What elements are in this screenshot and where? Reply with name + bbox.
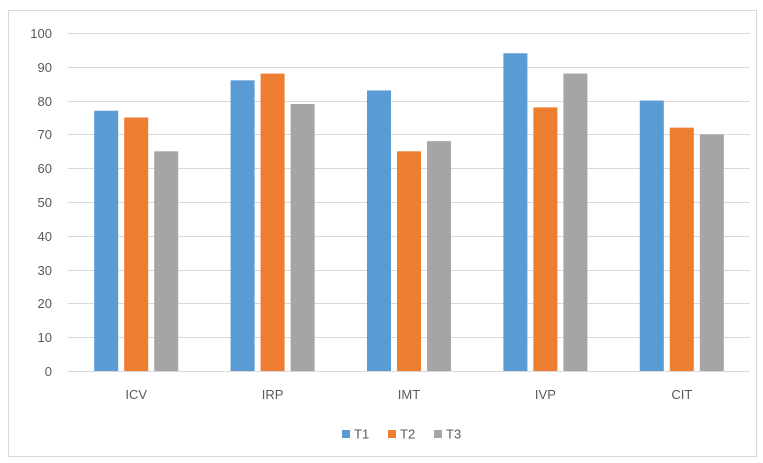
x-axis-tick-labels: ICV IRP IMT IVP CIT [125,387,692,402]
bar-T3-IRP [290,103,315,371]
y-tick-label-20: 20 [38,296,52,311]
bar-T1-IRP [230,80,255,371]
y-tick-label-90: 90 [38,60,52,75]
bar-T1-ICV [94,110,119,372]
bar-T3-CIT [699,134,724,371]
bar-T3-IMT [427,141,451,371]
y-tick-label-50: 50 [38,195,52,210]
bar-T2-IVP [533,107,558,372]
bar-T2-ICV [124,117,149,371]
y-tick-label-0: 0 [45,364,52,379]
legend-swatch-T1 [342,430,350,438]
x-tick-label-ICV: ICV [125,387,147,402]
y-tick-label-70: 70 [38,127,52,142]
bar-T3-IVP [563,73,588,371]
legend-label-T3: T3 [446,427,461,442]
bar-T3-ICV [154,151,179,371]
x-tick-label-IMT: IMT [398,387,420,402]
bar-T2-CIT [669,127,694,371]
bar-T2-IMT [397,151,421,371]
x-tick-label-IVP: IVP [535,387,556,402]
legend-label-T2: T2 [400,427,415,442]
bar-T2-IRP [260,73,285,371]
y-tick-label-60: 60 [38,161,52,176]
legend: T1 T2 T3 [342,427,461,442]
y-tick-label-100: 100 [30,26,52,41]
x-tick-label-IRP: IRP [262,387,284,402]
gridlines [68,33,750,372]
bar-T1-IVP [503,53,528,371]
y-tick-label-80: 80 [38,94,52,109]
legend-swatch-T3 [434,430,442,438]
y-tick-label-40: 40 [38,229,52,244]
bar-T1-CIT [639,100,664,371]
legend-label-T1: T1 [354,427,369,442]
x-tick-label-CIT: CIT [671,387,692,402]
bars [94,53,724,372]
bar-T1-IMT [367,90,391,372]
y-tick-label-30: 30 [38,263,52,278]
legend-swatch-T2 [388,430,396,438]
y-axis-tick-labels: 0 10 20 30 40 50 60 70 80 90 100 [30,26,52,379]
y-tick-label-10: 10 [38,330,52,345]
